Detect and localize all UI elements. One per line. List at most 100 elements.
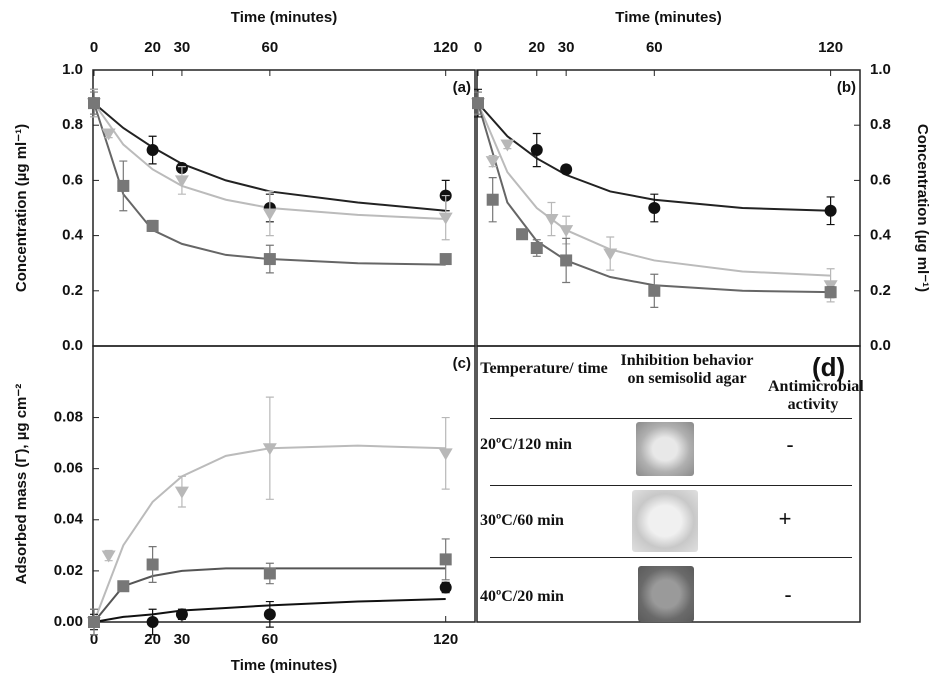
agar-image bbox=[636, 422, 694, 476]
panel-label: (c) bbox=[453, 355, 471, 372]
data-point bbox=[263, 253, 276, 266]
data-point bbox=[648, 284, 661, 297]
y-tick-label: 0.00 bbox=[54, 613, 83, 630]
data-point bbox=[146, 219, 159, 232]
data-point bbox=[500, 139, 515, 152]
y-tick-label: 0.8 bbox=[62, 116, 83, 133]
x-tick-label: 0 bbox=[90, 39, 98, 56]
y-tick-label: 0.06 bbox=[54, 460, 83, 477]
plot-frame bbox=[476, 69, 861, 347]
fit-curve bbox=[477, 102, 831, 294]
y-tick-label: 0.4 bbox=[870, 227, 892, 244]
fit-curve bbox=[93, 598, 446, 623]
data-point bbox=[88, 97, 100, 110]
activity: - bbox=[784, 582, 792, 607]
table-header: Temperature/ time bbox=[480, 360, 608, 377]
x-axis-title: Time (minutes) bbox=[615, 9, 721, 26]
x-axis-title: Time (minutes) bbox=[231, 657, 337, 674]
data-point bbox=[439, 553, 452, 566]
fit-curve bbox=[93, 102, 446, 221]
fit-curve bbox=[93, 444, 446, 623]
y-axis-title: Adsorbed mass (Γ), µg cm⁻² bbox=[13, 384, 30, 585]
panel-label: (b) bbox=[837, 79, 856, 96]
data-point bbox=[486, 193, 499, 206]
table-header: Inhibition behavior on semisolid agar bbox=[620, 352, 754, 387]
data-point bbox=[530, 144, 543, 157]
data-point bbox=[262, 443, 277, 456]
panel-label: (d) bbox=[812, 352, 846, 382]
data-point bbox=[603, 248, 618, 261]
panel-label: (a) bbox=[453, 79, 471, 96]
x-tick-label: 60 bbox=[262, 631, 279, 648]
data-point bbox=[824, 204, 837, 217]
data-point bbox=[117, 179, 130, 192]
y-tick-label: 0.2 bbox=[62, 282, 83, 299]
data-point bbox=[559, 225, 574, 238]
x-tick-label: 30 bbox=[174, 631, 191, 648]
x-tick-label: 0 bbox=[474, 39, 482, 56]
plot-frame bbox=[92, 345, 476, 623]
data-point bbox=[146, 558, 159, 571]
agar-image bbox=[632, 490, 698, 552]
x-tick-label: 0 bbox=[90, 631, 98, 648]
y-tick-label: 1.0 bbox=[870, 61, 891, 78]
table-header: Antimicrobial activity bbox=[768, 378, 864, 413]
y-tick-label: 0.6 bbox=[62, 171, 83, 188]
data-point bbox=[117, 580, 130, 593]
data-point bbox=[560, 254, 573, 267]
data-point bbox=[146, 144, 159, 157]
data-point bbox=[530, 242, 543, 255]
row-rule bbox=[490, 418, 852, 419]
x-tick-label: 120 bbox=[433, 631, 458, 648]
data-point bbox=[824, 286, 837, 299]
data-point bbox=[174, 175, 189, 188]
data-point bbox=[263, 567, 276, 580]
y-axis-title: Concentration (µg ml⁻¹) bbox=[13, 124, 30, 292]
y-tick-label: 0.4 bbox=[62, 227, 84, 244]
data-point bbox=[439, 581, 452, 594]
activity: - bbox=[786, 432, 794, 457]
fit-curve bbox=[93, 102, 446, 266]
x-tick-label: 60 bbox=[262, 39, 279, 56]
x-tick-label: 30 bbox=[558, 39, 575, 56]
data-point bbox=[146, 616, 159, 628]
fit-curve bbox=[477, 102, 831, 277]
row-label: 40ºC/20 min bbox=[480, 588, 564, 605]
y-tick-label: 0.02 bbox=[54, 562, 83, 579]
fit-curve bbox=[93, 102, 446, 212]
x-tick-label: 20 bbox=[144, 39, 161, 56]
data-point bbox=[262, 208, 277, 221]
data-point bbox=[438, 212, 453, 225]
x-tick-label: 20 bbox=[528, 39, 545, 56]
y-axis-title: Concentration (µg ml⁻¹) bbox=[914, 124, 931, 292]
y-tick-label: 1.0 bbox=[62, 61, 83, 78]
data-point bbox=[472, 97, 484, 110]
data-point bbox=[263, 608, 276, 621]
data-point bbox=[544, 214, 559, 227]
x-tick-label: 120 bbox=[818, 39, 843, 56]
row-label: 30ºC/60 min bbox=[480, 512, 564, 529]
row-rule bbox=[490, 485, 852, 486]
data-point bbox=[439, 253, 452, 266]
data-point bbox=[175, 608, 188, 621]
row-label: 20ºC/120 min bbox=[480, 436, 572, 453]
data-point bbox=[88, 616, 100, 628]
row-rule bbox=[490, 557, 852, 558]
x-tick-label: 30 bbox=[174, 39, 191, 56]
activity: + bbox=[778, 506, 792, 531]
y-tick-label: 0.8 bbox=[870, 116, 891, 133]
x-axis-title: Time (minutes) bbox=[231, 9, 337, 26]
x-tick-label: 60 bbox=[646, 39, 663, 56]
y-tick-label: 0.04 bbox=[54, 511, 84, 528]
y-tick-label: 0.0 bbox=[870, 337, 891, 354]
data-point bbox=[560, 163, 573, 176]
y-tick-label: 0.0 bbox=[62, 337, 83, 354]
agar-image bbox=[638, 566, 694, 622]
data-point bbox=[516, 228, 529, 241]
x-tick-label: 20 bbox=[144, 631, 161, 648]
data-point bbox=[648, 202, 661, 214]
data-point bbox=[485, 156, 500, 169]
data-point bbox=[174, 486, 189, 499]
y-tick-label: 0.2 bbox=[870, 282, 891, 299]
